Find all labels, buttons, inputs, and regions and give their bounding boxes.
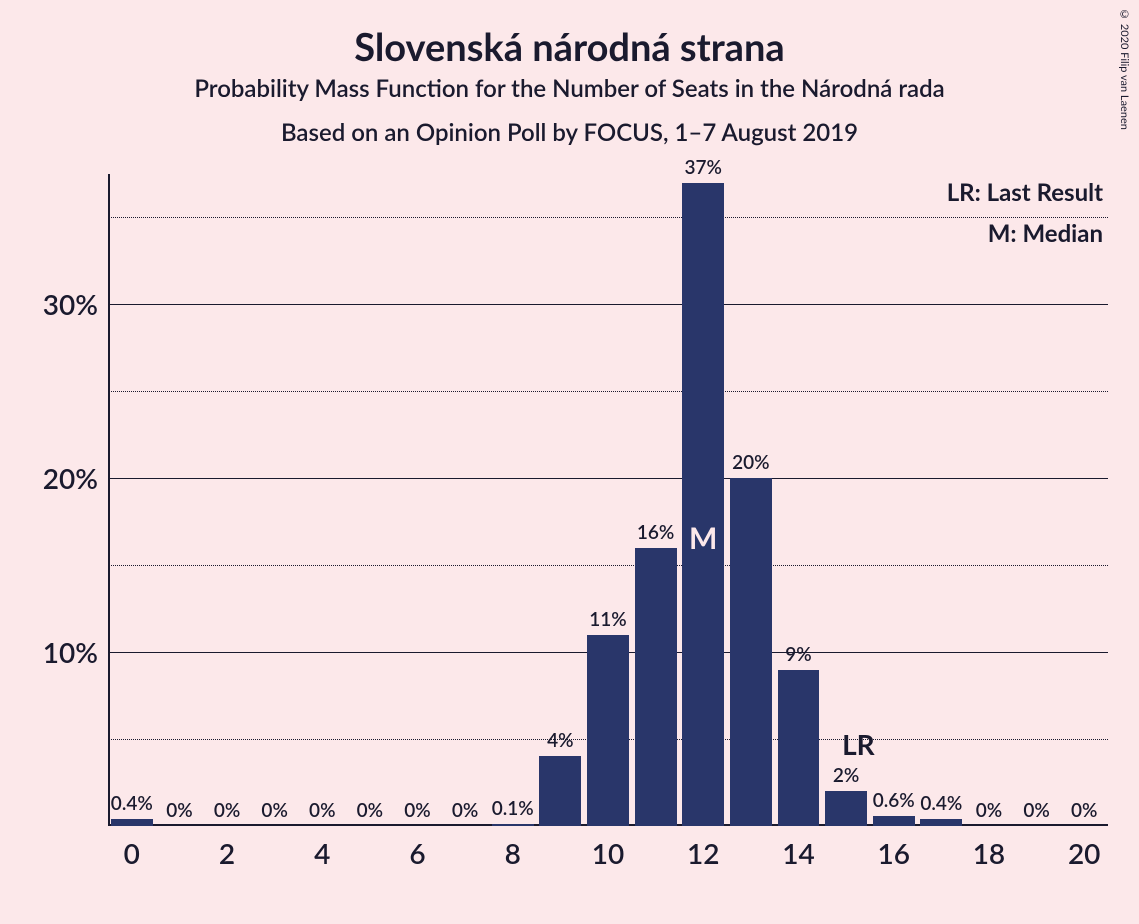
last-result-marker: LR [842,727,875,761]
y-axis-tick-label: 20% [43,461,108,495]
chart-container: Slovenská národná strana Probability Mas… [0,0,1139,924]
bar: 20% [730,478,772,826]
bar-value-label: 2% [833,764,859,791]
bar-value-label: 0.4% [111,792,153,819]
bar-value-label: 0.4% [920,792,962,819]
x-axis-tick-label: 20 [1068,826,1100,870]
x-axis-tick-label: 14 [782,826,814,870]
bar-value-label: 0% [309,799,335,826]
y-axis-tick-label: 10% [43,635,108,669]
bar-value-label: 0.1% [492,797,534,824]
bar-value-label: 4% [547,729,573,756]
bar: 0.6% [873,816,915,826]
bar: 37%M [682,183,724,826]
legend: LR: Last Result M: Median [947,178,1103,248]
x-axis-tick-label: 2 [219,826,235,870]
y-axis-tick-label: 30% [43,287,108,321]
gridline-major [108,478,1108,479]
bar-value-label: 16% [637,521,674,548]
bar-value-label: 0% [214,799,240,826]
bar: 16% [635,548,677,826]
x-axis-tick-label: 4 [314,826,330,870]
bar-value-label: 0% [1023,799,1049,826]
bar: 2% [825,791,867,826]
bar-value-label: 0% [166,799,192,826]
bar-value-label: 11% [589,608,626,635]
x-axis-tick-label: 10 [592,826,624,870]
x-axis-tick-label: 6 [409,826,425,870]
gridline-minor [108,391,1108,392]
x-axis-tick-label: 18 [973,826,1005,870]
gridline-minor [108,565,1108,566]
legend-item: M: Median [947,219,1103,248]
bar-value-label: 0% [1071,799,1097,826]
x-axis-tick-label: 12 [687,826,719,870]
y-axis-line [108,174,110,826]
bar: 0.4% [111,819,153,826]
bar-value-label: 0% [976,799,1002,826]
copyright-text: © 2020 Filip van Laenen [1118,8,1131,130]
gridline-major [108,304,1108,305]
x-axis-tick-label: 8 [505,826,521,870]
legend-item: LR: Last Result [947,178,1103,207]
bar-value-label: 20% [732,451,769,478]
bar: 9% [778,670,820,826]
plot-area: 10%20%30%0.4%0%0%0%0%0%0%0%0.1%4%11%16%3… [108,174,1108,826]
bar-value-label: 0% [452,799,478,826]
bar-value-label: 0% [261,799,287,826]
chart-subtitle-2: Based on an Opinion Poll by FOCUS, 1–7 A… [0,118,1139,147]
bar-value-label: 0% [404,799,430,826]
bar-value-label: 37% [684,156,721,183]
bar: 11% [587,635,629,826]
chart-title: Slovenská národná strana [0,24,1139,70]
chart-subtitle-1: Probability Mass Function for the Number… [0,74,1139,103]
x-axis-tick-label: 0 [124,826,140,870]
bar-value-label: 0.6% [873,789,915,816]
bar: 0.4% [920,819,962,826]
bar-value-label: 9% [785,643,811,670]
x-axis-tick-label: 16 [877,826,909,870]
bar: 4% [539,756,581,826]
bar-value-label: 0% [357,799,383,826]
median-marker: M [689,520,717,556]
